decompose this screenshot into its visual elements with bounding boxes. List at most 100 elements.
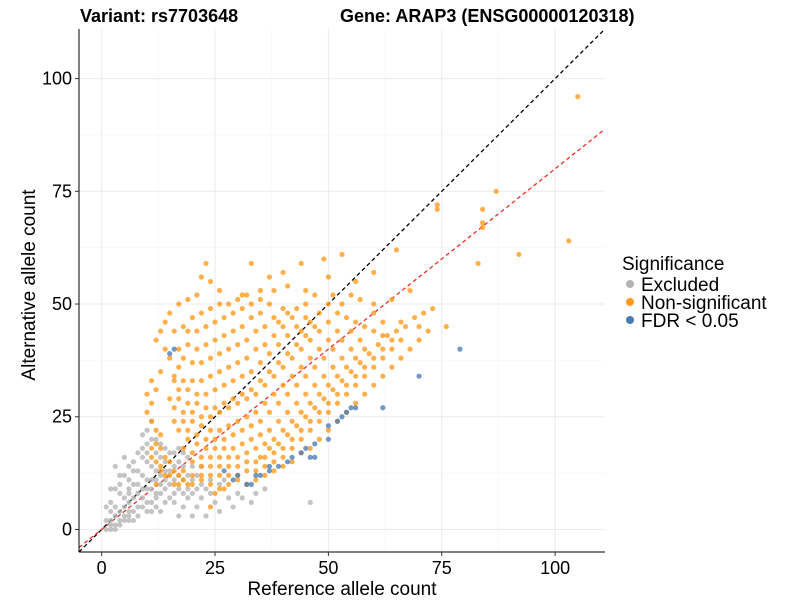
point-non-significant — [198, 360, 205, 366]
point-non-significant — [266, 427, 273, 433]
point-fdr-0-05 — [343, 409, 350, 415]
point-non-significant — [407, 287, 413, 294]
point-excluded — [139, 504, 146, 510]
point-excluded — [144, 441, 150, 447]
point-non-significant — [153, 337, 159, 343]
point-excluded — [167, 450, 173, 456]
point-non-significant — [226, 364, 232, 370]
point-non-significant — [280, 454, 286, 460]
point-non-significant — [298, 260, 304, 267]
point-non-significant — [189, 418, 195, 424]
point-non-significant — [275, 400, 282, 406]
point-non-significant — [171, 373, 177, 379]
point-non-significant — [180, 323, 186, 330]
point-non-significant — [221, 314, 227, 321]
point-excluded — [176, 486, 182, 492]
point-non-significant — [189, 409, 195, 415]
point-fdr-0-05 — [312, 441, 318, 447]
point-non-significant — [235, 360, 241, 366]
point-excluded — [158, 454, 164, 460]
point-excluded — [130, 495, 137, 501]
point-non-significant — [330, 346, 336, 352]
point-non-significant — [180, 409, 186, 415]
point-non-significant — [239, 323, 245, 330]
point-non-significant — [330, 387, 336, 393]
point-excluded — [112, 504, 118, 510]
point-non-significant — [203, 436, 209, 442]
point-excluded — [185, 454, 191, 460]
point-excluded — [189, 463, 195, 469]
point-non-significant — [516, 251, 522, 258]
point-non-significant — [479, 224, 486, 230]
point-non-significant — [239, 305, 245, 312]
point-excluded — [144, 427, 150, 433]
point-non-significant — [194, 391, 200, 397]
point-non-significant — [235, 400, 241, 406]
point-non-significant — [303, 301, 309, 307]
reference-lines — [78, 28, 606, 553]
point-non-significant — [266, 445, 273, 451]
point-non-significant — [207, 278, 214, 285]
point-non-significant — [176, 364, 182, 370]
point-non-significant — [226, 472, 232, 478]
point-fdr-0-05 — [416, 373, 422, 379]
point-non-significant — [235, 454, 241, 460]
point-excluded — [176, 445, 182, 451]
point-non-significant — [194, 441, 200, 447]
point-non-significant — [235, 418, 241, 424]
point-non-significant — [253, 328, 259, 334]
point-non-significant — [194, 346, 200, 352]
point-excluded — [221, 477, 227, 483]
point-excluded — [135, 490, 141, 496]
point-excluded — [144, 499, 150, 506]
point-non-significant — [198, 463, 205, 469]
point-excluded — [226, 495, 232, 501]
point-excluded — [171, 477, 177, 483]
point-excluded — [203, 513, 209, 519]
point-non-significant — [330, 292, 336, 298]
point-non-significant — [280, 382, 286, 388]
point-excluded — [108, 499, 114, 506]
point-non-significant — [325, 301, 331, 307]
point-non-significant — [280, 269, 286, 276]
point-excluded — [121, 517, 127, 524]
point-non-significant — [334, 310, 341, 316]
point-excluded — [130, 517, 137, 524]
point-excluded — [103, 504, 109, 510]
point-excluded — [167, 495, 173, 501]
point-non-significant — [362, 364, 368, 370]
point-non-significant — [266, 369, 273, 375]
x-tick-label: 0 — [97, 558, 107, 578]
point-fdr-0-05 — [307, 454, 313, 460]
point-non-significant — [248, 387, 254, 393]
point-excluded — [239, 495, 245, 501]
point-fdr-0-05 — [298, 450, 304, 456]
point-non-significant — [416, 337, 422, 343]
point-non-significant — [289, 445, 295, 451]
point-non-significant — [266, 301, 273, 307]
point-non-significant — [253, 445, 259, 451]
point-non-significant — [307, 418, 313, 424]
point-non-significant — [371, 301, 377, 307]
point-non-significant — [303, 373, 309, 379]
point-non-significant — [216, 454, 223, 460]
point-non-significant — [212, 445, 218, 451]
point-excluded — [144, 508, 150, 515]
point-non-significant — [271, 468, 277, 474]
legend-title: Significance — [622, 254, 724, 275]
point-excluded — [144, 450, 150, 456]
point-excluded — [171, 499, 177, 506]
point-non-significant — [307, 337, 313, 343]
point-excluded — [207, 490, 214, 496]
grid — [79, 29, 605, 552]
point-excluded — [130, 508, 137, 515]
point-excluded — [126, 508, 132, 515]
point-non-significant — [389, 337, 395, 343]
point-non-significant — [239, 427, 245, 433]
point-non-significant — [380, 319, 386, 325]
point-excluded — [158, 508, 164, 515]
point-excluded — [121, 472, 127, 478]
point-non-significant — [303, 287, 309, 294]
point-non-significant — [230, 310, 236, 316]
point-non-significant — [303, 332, 309, 339]
